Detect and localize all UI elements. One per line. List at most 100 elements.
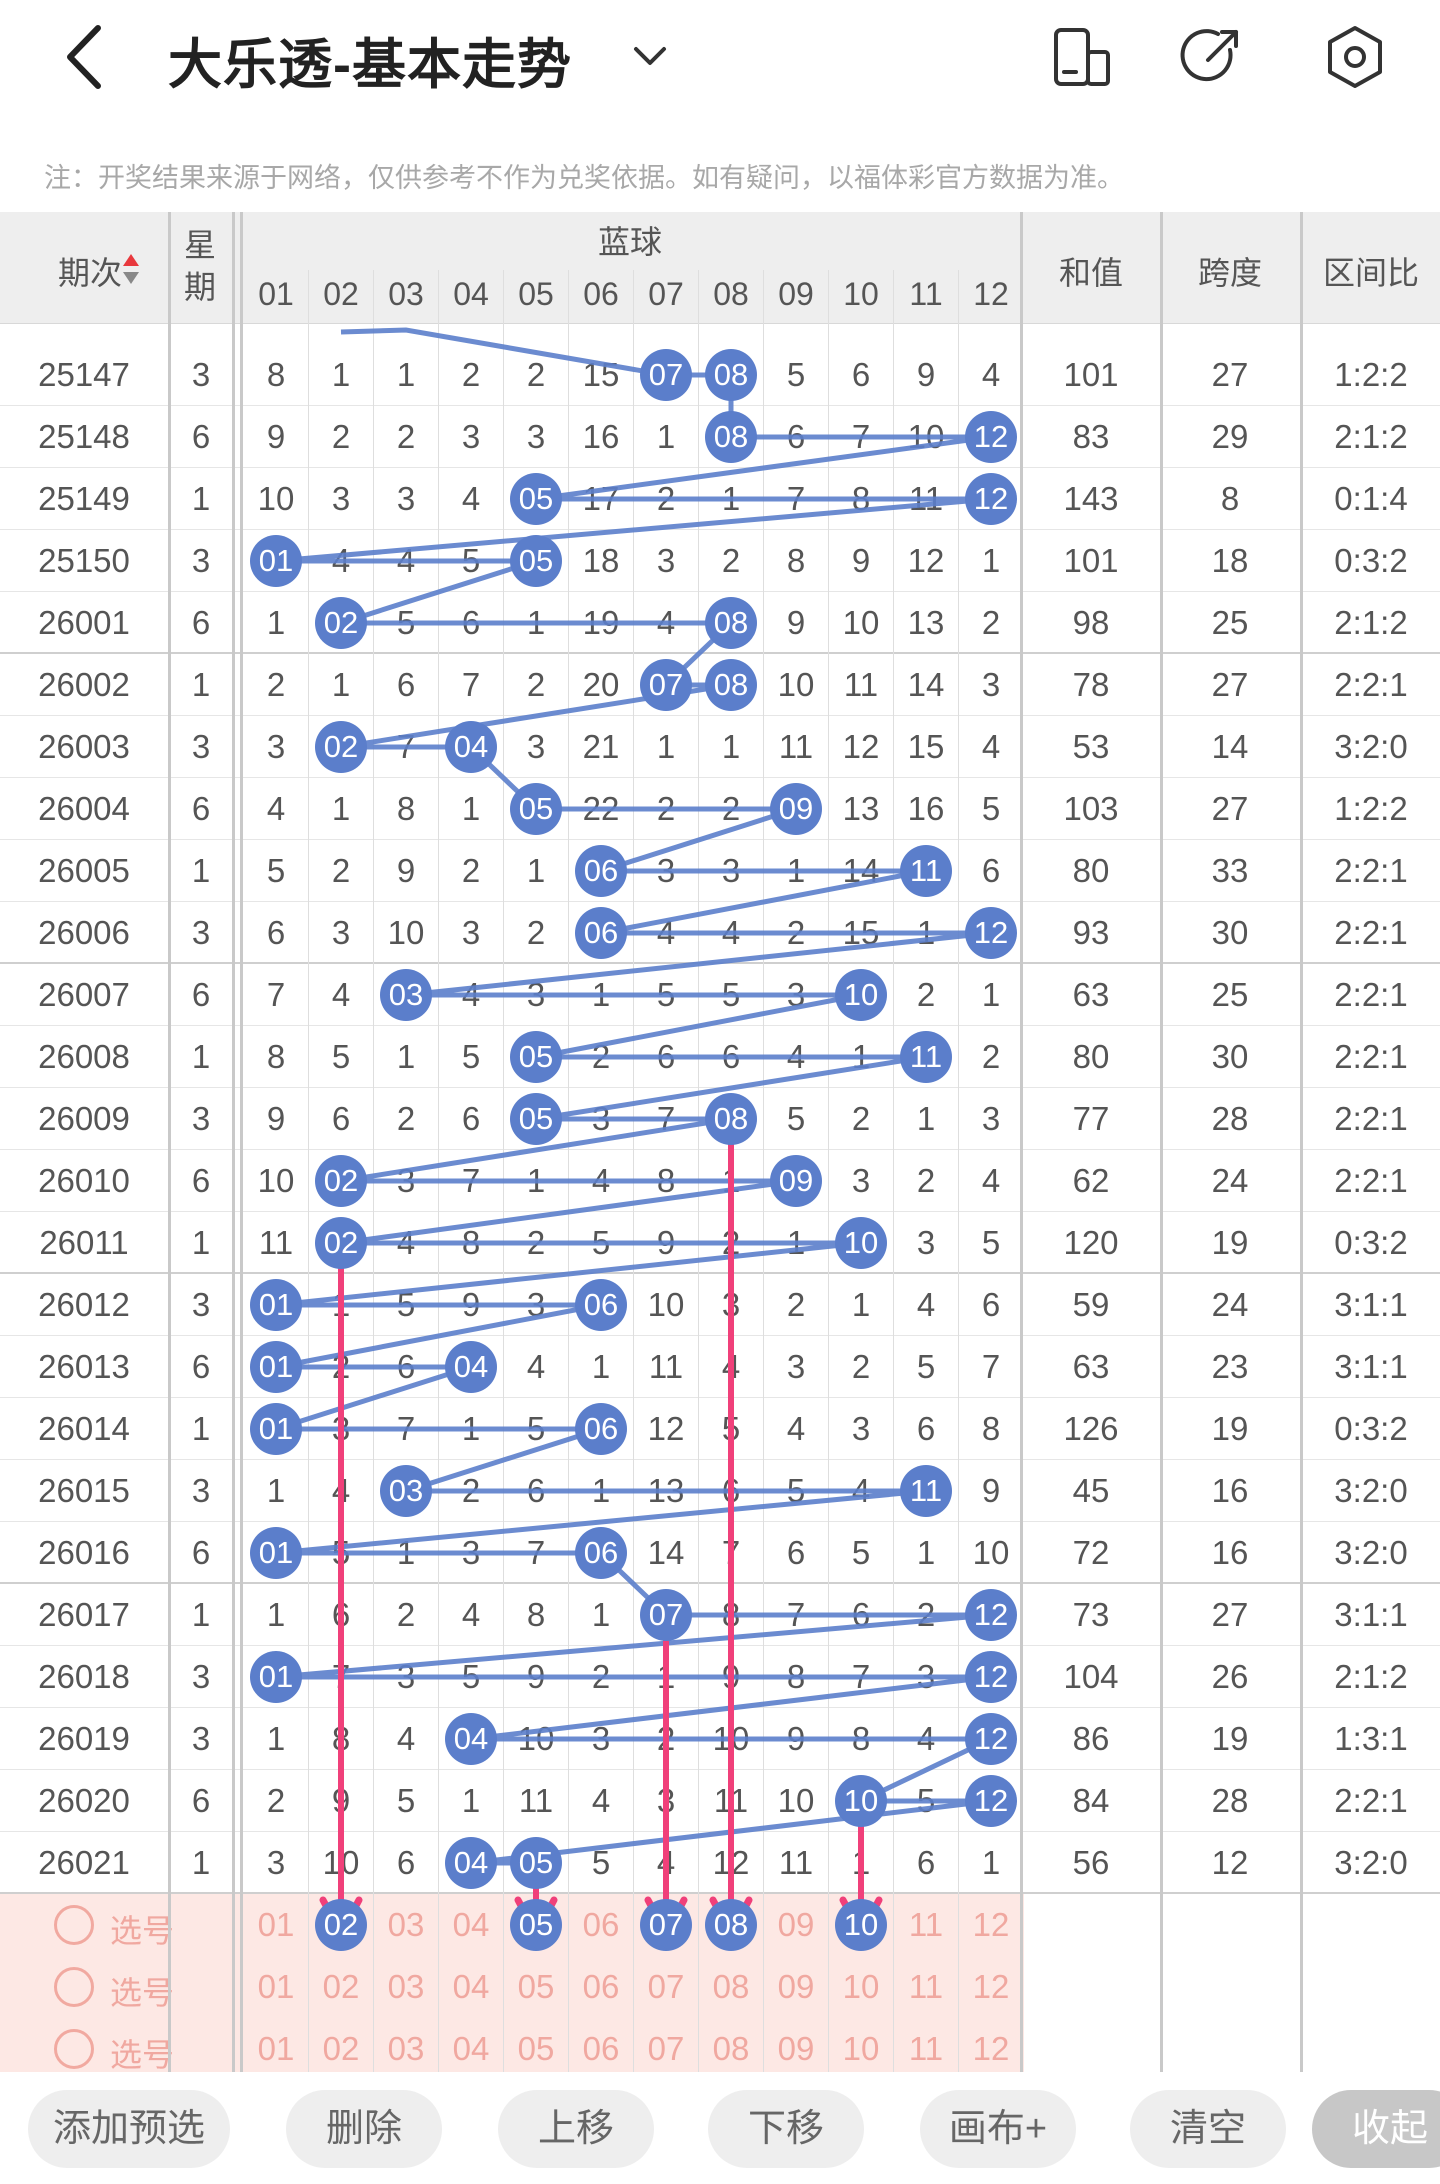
move-down-button[interactable]: 下移 <box>708 2090 864 2168</box>
layout-toggle-icon[interactable] <box>1046 22 1116 92</box>
grid-line <box>698 270 699 2080</box>
chevron-down-icon[interactable] <box>630 36 670 76</box>
issue-header[interactable]: 期次 <box>57 255 122 291</box>
selectable-number[interactable]: 07 <box>647 1968 685 2005</box>
selectable-number[interactable]: 01 <box>257 2030 295 2067</box>
selection-radio[interactable] <box>54 2029 94 2069</box>
selection-label[interactable]: 选号 <box>110 2037 175 2073</box>
sum-cell: 62 <box>1072 1162 1110 1199</box>
omission-cell: 10 <box>387 914 425 951</box>
blue-ball-hit: 05 <box>510 473 562 525</box>
collapse-button[interactable]: 收起 <box>1312 2090 1440 2168</box>
selected-number-ball[interactable]: 10 <box>835 1899 887 1951</box>
selectable-number[interactable]: 09 <box>777 1906 815 1943</box>
ratio-cell: 2:1:2 <box>1334 418 1408 455</box>
share-icon[interactable] <box>1178 22 1248 92</box>
omission-cell: 2 <box>916 976 936 1013</box>
selectable-number[interactable]: 08 <box>712 1968 750 2005</box>
selectable-number[interactable]: 07 <box>647 2030 685 2067</box>
clear-button[interactable]: 清空 <box>1130 2090 1286 2168</box>
add-preselect-button[interactable]: 添加预选 <box>28 2090 230 2168</box>
sum-cell: 83 <box>1072 418 1110 455</box>
sort-icon[interactable] <box>122 252 140 286</box>
selectable-number[interactable]: 10 <box>842 2030 880 2067</box>
ratio-cell: 2:2:1 <box>1334 976 1408 1013</box>
selectable-number[interactable]: 11 <box>908 1968 944 2005</box>
omission-cell: 4 <box>786 1410 806 1447</box>
selectable-number[interactable]: 12 <box>972 2030 1010 2067</box>
selectable-number[interactable]: 03 <box>387 2030 425 2067</box>
selectable-number[interactable]: 03 <box>387 1906 425 1943</box>
selectable-number[interactable]: 06 <box>582 1906 620 1943</box>
delete-button[interactable]: 删除 <box>286 2090 442 2168</box>
selectable-number[interactable]: 04 <box>452 1968 490 2005</box>
selectable-number[interactable]: 12 <box>972 1968 1010 2005</box>
sum-cell: 80 <box>1072 1038 1110 1075</box>
selectable-number[interactable]: 09 <box>777 1968 815 2005</box>
selectable-number[interactable]: 10 <box>842 1968 880 2005</box>
selectable-number[interactable]: 02 <box>322 1968 360 2005</box>
omission-cell: 2 <box>721 542 741 579</box>
selected-number-ball[interactable]: 02 <box>315 1899 367 1951</box>
selectable-number[interactable]: 09 <box>777 2030 815 2067</box>
span-cell: 25 <box>1211 604 1249 641</box>
blue-ball-hit: 05 <box>510 535 562 587</box>
weekday-cell: 1 <box>191 1596 211 1633</box>
selectable-number[interactable]: 06 <box>582 2030 620 2067</box>
omission-cell: 5 <box>591 1844 611 1881</box>
canvas-button[interactable]: 画布+ <box>920 2090 1076 2168</box>
page-title[interactable]: 大乐透-基本走势 <box>168 35 572 95</box>
omission-cell: 1 <box>721 728 741 765</box>
number-column-header: 05 <box>518 276 554 312</box>
selection-radio[interactable] <box>54 1967 94 2007</box>
table-row: 2602062951114311101051284282:2:1 <box>0 1770 1440 1832</box>
blue-ball-hit: 01 <box>250 535 302 587</box>
omission-cell: 10 <box>647 1286 685 1323</box>
blue-ball-hit: 01 <box>250 1279 302 1331</box>
issue-cell: 25147 <box>38 356 130 393</box>
blue-ball-hit: 02 <box>315 1155 367 1207</box>
ratio-cell: 1:2:2 <box>1334 356 1408 393</box>
omission-cell: 9 <box>396 852 416 889</box>
selected-number-ball[interactable]: 05 <box>510 1899 562 1951</box>
selected-number-ball[interactable]: 08 <box>705 1899 757 1951</box>
selectable-number[interactable]: 04 <box>452 2030 490 2067</box>
sum-cell: 53 <box>1072 728 1110 765</box>
blue-ball-hit: 12 <box>965 473 1017 525</box>
blue-ball-hit: 07 <box>640 659 692 711</box>
omission-cell: 12 <box>647 1410 685 1447</box>
selectable-number[interactable]: 06 <box>582 1968 620 2005</box>
selectable-number[interactable]: 12 <box>972 1906 1010 1943</box>
move-up-button[interactable]: 上移 <box>498 2090 654 2168</box>
omission-cell: 1 <box>851 1286 871 1323</box>
table-row: 26013601260441114325763233:1:1 <box>0 1336 1440 1398</box>
issue-cell: 26011 <box>39 1224 129 1261</box>
selectable-number[interactable]: 04 <box>452 1906 490 1943</box>
selectable-number[interactable]: 03 <box>387 1968 425 2005</box>
selected-number-ball[interactable]: 07 <box>640 1899 692 1951</box>
ratio-cell: 3:2:0 <box>1334 1844 1408 1881</box>
span-header: 跨度 <box>1197 255 1262 291</box>
selection-label[interactable]: 选号 <box>110 1975 175 2011</box>
blue-ball-header: 蓝球 <box>597 224 662 260</box>
back-arrow-icon[interactable] <box>56 22 116 92</box>
table-row: 260193184041032109841286191:3:1 <box>0 1708 1440 1770</box>
selection-radio[interactable] <box>54 1905 94 1945</box>
settings-icon[interactable] <box>1320 22 1390 92</box>
issue-cell: 26014 <box>38 1410 130 1447</box>
issue-cell: 26005 <box>38 852 130 889</box>
selectable-number[interactable]: 02 <box>322 2030 360 2067</box>
selectable-number[interactable]: 05 <box>517 1968 555 2005</box>
omission-cell: 5 <box>461 1038 481 1075</box>
selectable-number[interactable]: 05 <box>517 2030 555 2067</box>
selectable-number[interactable]: 01 <box>257 1906 295 1943</box>
selection-label[interactable]: 选号 <box>110 1913 175 1949</box>
selectable-number[interactable]: 11 <box>908 1906 944 1943</box>
omission-cell: 14 <box>647 1534 685 1571</box>
omission-cell: 1 <box>981 1844 1001 1881</box>
selectable-number[interactable]: 11 <box>908 2030 944 2067</box>
omission-cell: 1 <box>266 1720 286 1757</box>
selectable-number[interactable]: 08 <box>712 2030 750 2067</box>
selectable-number[interactable]: 01 <box>257 1968 295 2005</box>
weekday-cell: 1 <box>191 852 211 889</box>
